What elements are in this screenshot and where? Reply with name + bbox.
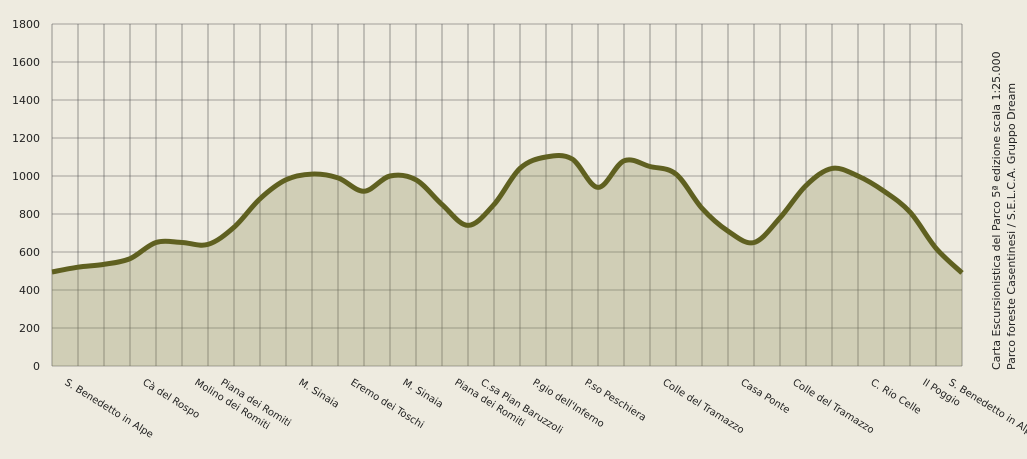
y-tick-label: 1600 [12,56,40,69]
y-tick-label: 0 [33,360,40,373]
source-line: Carta Escursionistica del Parco 5ª edizi… [990,51,1003,370]
y-tick-label: 1000 [12,170,40,183]
y-tick-label: 200 [19,322,40,335]
source-line: Parco foreste Casentinesi / S.E.L.C.A. G… [1005,83,1018,370]
y-tick-label: 1400 [12,94,40,107]
y-tick-label: 1200 [12,132,40,145]
line [51,152,964,275]
area [52,155,962,366]
y-tick-label: 400 [19,284,40,297]
y-tick-label: 600 [19,246,40,259]
y-tick-label: 800 [19,208,40,221]
y-tick-label: 1800 [12,18,40,31]
